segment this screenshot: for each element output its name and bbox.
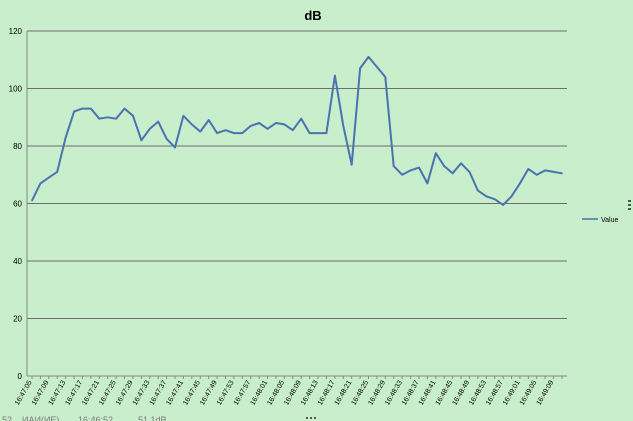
axes xyxy=(26,31,567,379)
data-point xyxy=(216,132,218,134)
data-point xyxy=(291,129,294,131)
data-point xyxy=(98,117,101,120)
data-point xyxy=(325,132,328,134)
data-point xyxy=(148,127,151,130)
data-point xyxy=(73,110,75,113)
data-point xyxy=(249,125,252,127)
data-point xyxy=(435,152,437,154)
data-point xyxy=(342,125,345,127)
resize-handle-right[interactable] xyxy=(628,200,631,210)
data-point xyxy=(48,176,50,179)
data-point xyxy=(477,189,479,192)
data-point xyxy=(451,172,454,175)
y-tick-label: 40 xyxy=(13,257,22,266)
legend-label: Value xyxy=(601,217,618,224)
data-point xyxy=(258,122,260,124)
data-point xyxy=(460,162,462,165)
data-point xyxy=(485,195,488,198)
legend: Value xyxy=(582,217,618,224)
data-point xyxy=(64,136,67,139)
y-tick-label: 120 xyxy=(9,27,23,36)
data-point xyxy=(384,76,387,78)
data-point xyxy=(275,122,277,124)
data-point xyxy=(207,119,210,121)
data-point xyxy=(519,182,521,185)
y-tick-label: 80 xyxy=(13,142,22,151)
data-point xyxy=(367,56,370,58)
gridlines xyxy=(27,30,567,319)
data-point xyxy=(283,123,286,126)
chart-title: dB xyxy=(304,8,321,23)
data-point xyxy=(535,173,538,176)
data-point xyxy=(443,165,446,167)
data-point xyxy=(376,66,378,68)
data-point xyxy=(132,115,134,117)
data-point xyxy=(106,116,109,119)
data-point xyxy=(418,166,420,169)
data-point xyxy=(224,129,227,131)
data-point xyxy=(39,182,42,185)
data-point xyxy=(350,163,353,166)
data-point xyxy=(527,168,530,170)
y-tick-label: 60 xyxy=(13,200,22,209)
data-point xyxy=(115,117,117,120)
footer-fragment: 52 xyxy=(2,415,12,421)
footer-fragment: 16:46:52 xyxy=(78,415,113,421)
footer-fragment: ИАИ(ИЕ) xyxy=(22,415,59,421)
data-point xyxy=(165,138,168,140)
data-point xyxy=(334,74,336,77)
resize-handle-bottom[interactable] xyxy=(306,417,316,419)
data-point xyxy=(90,107,92,110)
data-point xyxy=(510,195,513,198)
data-point xyxy=(241,132,244,134)
data-point xyxy=(233,132,235,134)
footer-fragment: 51.1dB xyxy=(138,415,167,421)
data-point xyxy=(317,132,319,134)
data-point xyxy=(266,127,269,130)
data-point xyxy=(31,199,33,202)
data-point xyxy=(392,165,395,167)
data-point xyxy=(426,182,429,185)
data-point xyxy=(468,171,471,173)
data-point xyxy=(401,173,403,176)
data-point xyxy=(300,117,303,120)
y-tick-label: 20 xyxy=(13,315,22,324)
data-point xyxy=(552,171,555,173)
y-tick-labels: 0 20 40 60 80 100 120 xyxy=(9,27,23,381)
series-line-value xyxy=(31,55,563,206)
data-point xyxy=(409,169,412,172)
y-tick-label: 0 xyxy=(18,372,23,381)
data-point xyxy=(502,204,504,206)
data-point xyxy=(308,132,311,134)
data-point xyxy=(140,139,143,142)
data-point xyxy=(123,107,126,110)
data-point xyxy=(56,171,59,173)
data-point xyxy=(174,146,176,149)
data-point xyxy=(182,115,185,117)
data-point xyxy=(561,172,563,175)
data-point xyxy=(191,123,193,126)
data-point xyxy=(544,169,546,172)
data-point xyxy=(199,130,202,133)
data-point xyxy=(493,198,496,200)
data-point xyxy=(359,67,361,70)
y-tick-label: 100 xyxy=(9,85,23,94)
data-point xyxy=(157,120,159,123)
series-layer xyxy=(31,55,563,206)
footer-strip: 52 ИАИ(ИЕ) 16:46:52 51.1dB xyxy=(2,415,167,421)
data-point xyxy=(81,107,84,110)
